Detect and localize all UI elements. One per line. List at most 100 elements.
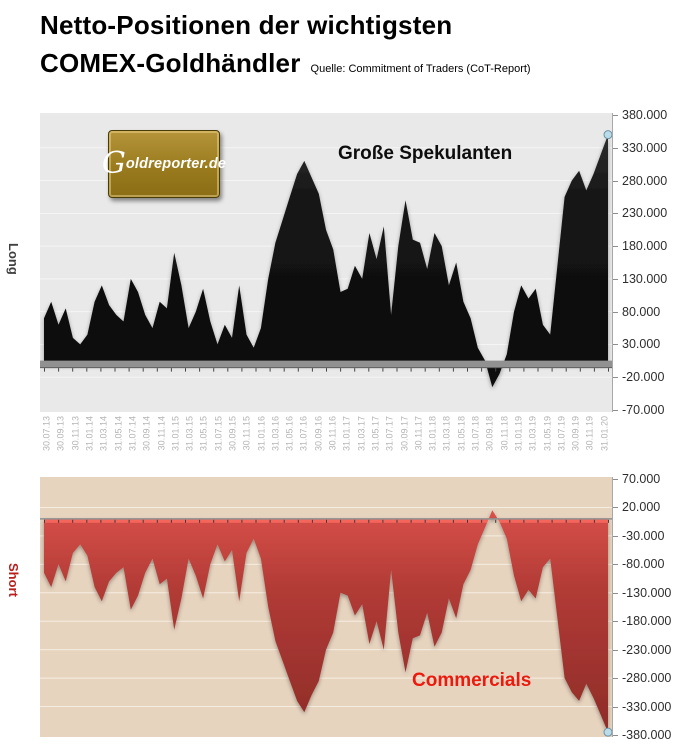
page-title-line-2-row: COMEX-Goldhändler Quelle: Commitment of T… — [40, 44, 680, 82]
x-tick-label: 30.11.16 — [327, 416, 338, 451]
axis-tick — [213, 519, 215, 523]
x-tick-label: 30.09.14 — [141, 416, 152, 452]
x-tick-cell: 30.09.17 — [397, 415, 411, 473]
axis-tick — [114, 519, 116, 523]
y-tick-label: -80.000 — [622, 557, 665, 572]
axis-tick — [509, 519, 511, 523]
y-tick-label: -280.000 — [622, 671, 672, 686]
axis-tick — [100, 368, 102, 372]
x-tick-cell: 30.09.15 — [226, 415, 240, 473]
axis-tick — [537, 368, 539, 372]
x-tick-cell: 31.01.15 — [169, 415, 183, 473]
x-tick-label: 30.11.19 — [584, 416, 595, 451]
axis-tick — [410, 519, 412, 523]
axis-tick — [410, 368, 412, 372]
axis-tick — [340, 519, 342, 523]
logo-initial: G — [101, 146, 126, 181]
x-tick-label: 30.07.13 — [41, 416, 52, 452]
x-tick-cell: 30.11.16 — [326, 415, 340, 473]
axis-tick — [495, 368, 497, 372]
axis-tick — [72, 519, 74, 523]
x-tick-label: 31.05.19 — [542, 416, 553, 452]
axis-tick — [142, 368, 144, 372]
y-tick-label: 80.000 — [622, 304, 661, 319]
axis-tick — [227, 368, 229, 372]
axis-tick — [326, 368, 327, 372]
x-tick-cell: 31.03.16 — [269, 415, 283, 473]
y-tick-mark — [613, 479, 618, 480]
page-title-line-1: Netto-Positionen der wichtigsten — [40, 10, 453, 40]
y-tick-label: -180.000 — [622, 614, 672, 629]
x-tick-label: 30.11.15 — [241, 416, 252, 451]
x-tick-cell: 30.09.14 — [140, 415, 154, 473]
y-tick-label: 70.000 — [622, 472, 661, 486]
y-tick-mark — [613, 735, 618, 736]
y-tick-mark — [613, 115, 618, 116]
axis-tick — [354, 519, 356, 523]
x-tick-cell: 31.01.19 — [512, 415, 526, 473]
x-tick-label: 31.07.17 — [384, 416, 395, 452]
x-tick-label: 30.09.19 — [570, 416, 581, 452]
axis-tick — [283, 368, 285, 372]
axis-tick — [396, 368, 398, 372]
axis-tick — [44, 519, 45, 523]
source-note: Quelle: Commitment of Traders (CoT-Repor… — [310, 63, 531, 75]
spec-area-series — [44, 134, 608, 388]
x-tick-label: 31.03.19 — [527, 416, 538, 452]
x-tick-cell: 30.11.17 — [412, 415, 426, 473]
x-tick-label: 31.07.15 — [213, 416, 224, 452]
axis-tick — [523, 368, 525, 372]
x-tick-label: 31.01.14 — [84, 416, 95, 452]
x-tick-label: 31.01.17 — [341, 416, 352, 452]
x-tick-cell: 31.05.14 — [111, 415, 125, 473]
x-tick-cell: 31.03.18 — [440, 415, 454, 473]
y-tick-label: 180.000 — [622, 239, 668, 254]
axis-tick — [396, 519, 398, 523]
y-tick-label: -20.000 — [622, 370, 665, 385]
axis-tick — [368, 519, 370, 523]
axis-tick — [467, 519, 468, 523]
x-tick-label: 30.09.18 — [484, 416, 495, 452]
x-tick-cell: 30.11.14 — [154, 415, 168, 473]
axis-tick — [537, 519, 539, 523]
x-tick-cell: 31.07.15 — [212, 415, 226, 473]
x-tick-label: 31.01.15 — [170, 416, 181, 452]
bottom-right-axis-line — [612, 477, 613, 737]
x-tick-cell: 30.07.13 — [40, 415, 54, 473]
logo-text: oldreporter.de — [125, 156, 227, 172]
x-tick-cell: 30.09.19 — [569, 415, 583, 473]
axis-tick — [579, 368, 581, 372]
axis-tick — [495, 519, 497, 523]
y-tick-mark — [613, 592, 618, 594]
axis-tick — [283, 519, 285, 523]
axis-tick — [297, 368, 299, 372]
y-tick-label: 130.000 — [622, 271, 668, 286]
commercials-chart-plot: Commercials — [40, 477, 612, 737]
y-tick-mark — [613, 180, 618, 182]
comm-area-series — [44, 510, 608, 733]
axis-tick — [156, 519, 158, 523]
x-tick-label: 31.05.15 — [198, 416, 209, 452]
y-tick-mark — [613, 535, 618, 537]
y-tick-mark — [613, 344, 618, 346]
axis-tick — [354, 368, 356, 372]
axis-tick — [297, 519, 299, 523]
x-tick-cell: 31.07.16 — [297, 415, 311, 473]
x-tick-cell: 30.11.13 — [69, 415, 83, 473]
y-tick-mark — [613, 678, 618, 680]
y-tick-label: -230.000 — [622, 642, 672, 657]
x-tick-label: 31.03.14 — [98, 416, 109, 452]
y-tick-mark — [613, 147, 618, 149]
axis-tick — [424, 519, 426, 523]
x-tick-label: 31.01.18 — [427, 416, 438, 452]
x-tick-label: 30.11.17 — [413, 416, 424, 451]
axis-tick — [551, 519, 553, 523]
axis-tick — [467, 368, 468, 372]
axis-tick — [340, 368, 342, 372]
speculants-area-chart — [40, 130, 612, 388]
y-tick-mark — [613, 246, 618, 248]
axis-tick — [424, 368, 426, 372]
top-right-axis-line — [612, 113, 613, 412]
x-tick-label: 31.05.17 — [370, 416, 381, 452]
